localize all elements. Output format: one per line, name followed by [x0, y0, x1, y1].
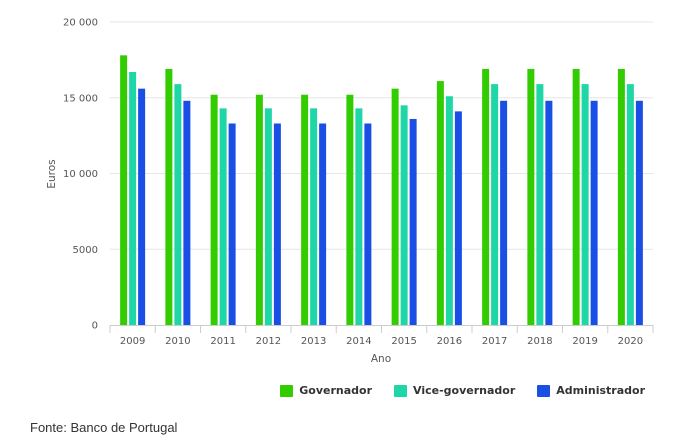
bar-governador-2012	[255, 94, 263, 325]
x-axis: 2009 2010 2011 2012 2013 2014 2015 2016 2017 2018…	[109, 325, 654, 347]
y-tick-label: 15 000	[63, 93, 98, 104]
bar-administrador-2017	[500, 100, 508, 325]
legend-label: Vice-governador	[413, 384, 516, 397]
bar-governador-2016	[436, 81, 444, 326]
y-axis-title: Euros	[46, 159, 58, 188]
legend-label: Governador	[299, 384, 373, 397]
bar-governador-2020	[617, 68, 625, 325]
legend-item-vice-governador[interactable]: Vice-governador	[394, 384, 515, 397]
y-tick-label: 10 000	[63, 169, 98, 180]
x-tick-label: 2017	[482, 336, 507, 347]
bar-governador-2009	[120, 55, 128, 326]
bar-vice-governador-2018	[536, 84, 544, 326]
bar-vice-governador-2016	[445, 96, 453, 325]
x-tick-label: 2018	[527, 336, 552, 347]
legend: Governador Vice-governador Administrador	[0, 384, 645, 397]
bar-governador-2015	[391, 88, 399, 325]
bar-governador-2010	[165, 68, 173, 325]
bar-chart: 0 5000 10 000 15 000 20 000 2009 2010 2011 2012…	[46, 18, 654, 365]
bar-administrador-2009	[138, 88, 146, 325]
y-axis-ticks: 0 5000 10 000 15 000 20 000	[63, 18, 98, 332]
x-tick-label: 2019	[572, 336, 597, 347]
y-tick-label: 20 000	[63, 18, 98, 29]
x-tick-label: 2020	[618, 336, 643, 347]
x-tick-label: 2016	[437, 336, 462, 347]
bar-administrador-2018	[545, 100, 553, 325]
bar-governador-2011	[210, 94, 218, 325]
bar-vice-governador-2019	[581, 84, 589, 326]
bars	[120, 55, 643, 326]
bar-vice-governador-2015	[400, 105, 408, 325]
bar-vice-governador-2013	[310, 108, 318, 325]
x-tick-label: 2013	[301, 336, 326, 347]
bar-vice-governador-2009	[129, 71, 137, 326]
legend-item-administrador[interactable]: Administrador	[537, 384, 645, 397]
x-tick-label: 2015	[391, 336, 416, 347]
bar-administrador-2015	[409, 118, 417, 326]
bar-vice-governador-2011	[219, 108, 227, 325]
bar-administrador-2013	[319, 123, 327, 325]
legend-swatch	[280, 384, 294, 397]
bar-governador-2019	[572, 68, 580, 325]
source-note: Fonte: Banco de Portugal	[30, 420, 178, 435]
bar-governador-2014	[346, 94, 354, 325]
x-tick-label: 2009	[120, 336, 145, 347]
bar-vice-governador-2014	[355, 108, 363, 325]
legend-swatch	[537, 384, 551, 397]
x-tick-label: 2010	[165, 336, 190, 347]
bar-administrador-2016	[454, 111, 462, 325]
bar-administrador-2010	[183, 100, 191, 325]
bar-vice-governador-2020	[626, 84, 634, 326]
bar-governador-2018	[527, 68, 535, 325]
x-axis-title: Ano	[371, 353, 391, 365]
x-tick-label: 2014	[346, 336, 371, 347]
bar-administrador-2012	[273, 123, 281, 325]
bar-administrador-2020	[635, 100, 643, 325]
bar-vice-governador-2017	[491, 84, 499, 326]
bar-administrador-2011	[228, 123, 236, 325]
bar-governador-2013	[301, 94, 309, 325]
y-tick-label: 0	[92, 321, 98, 332]
x-tick-label: 2011	[210, 336, 235, 347]
bar-administrador-2014	[364, 123, 372, 325]
y-tick-label: 5000	[73, 245, 98, 256]
legend-swatch	[394, 384, 408, 397]
legend-label: Administrador	[556, 384, 645, 397]
x-tick-label: 2012	[256, 336, 281, 347]
grid-lines	[110, 21, 653, 250]
legend-item-governador[interactable]: Governador	[280, 384, 372, 397]
bar-vice-governador-2012	[264, 108, 272, 325]
bar-vice-governador-2010	[174, 84, 182, 326]
bar-administrador-2019	[590, 100, 598, 325]
bar-governador-2017	[482, 68, 490, 325]
